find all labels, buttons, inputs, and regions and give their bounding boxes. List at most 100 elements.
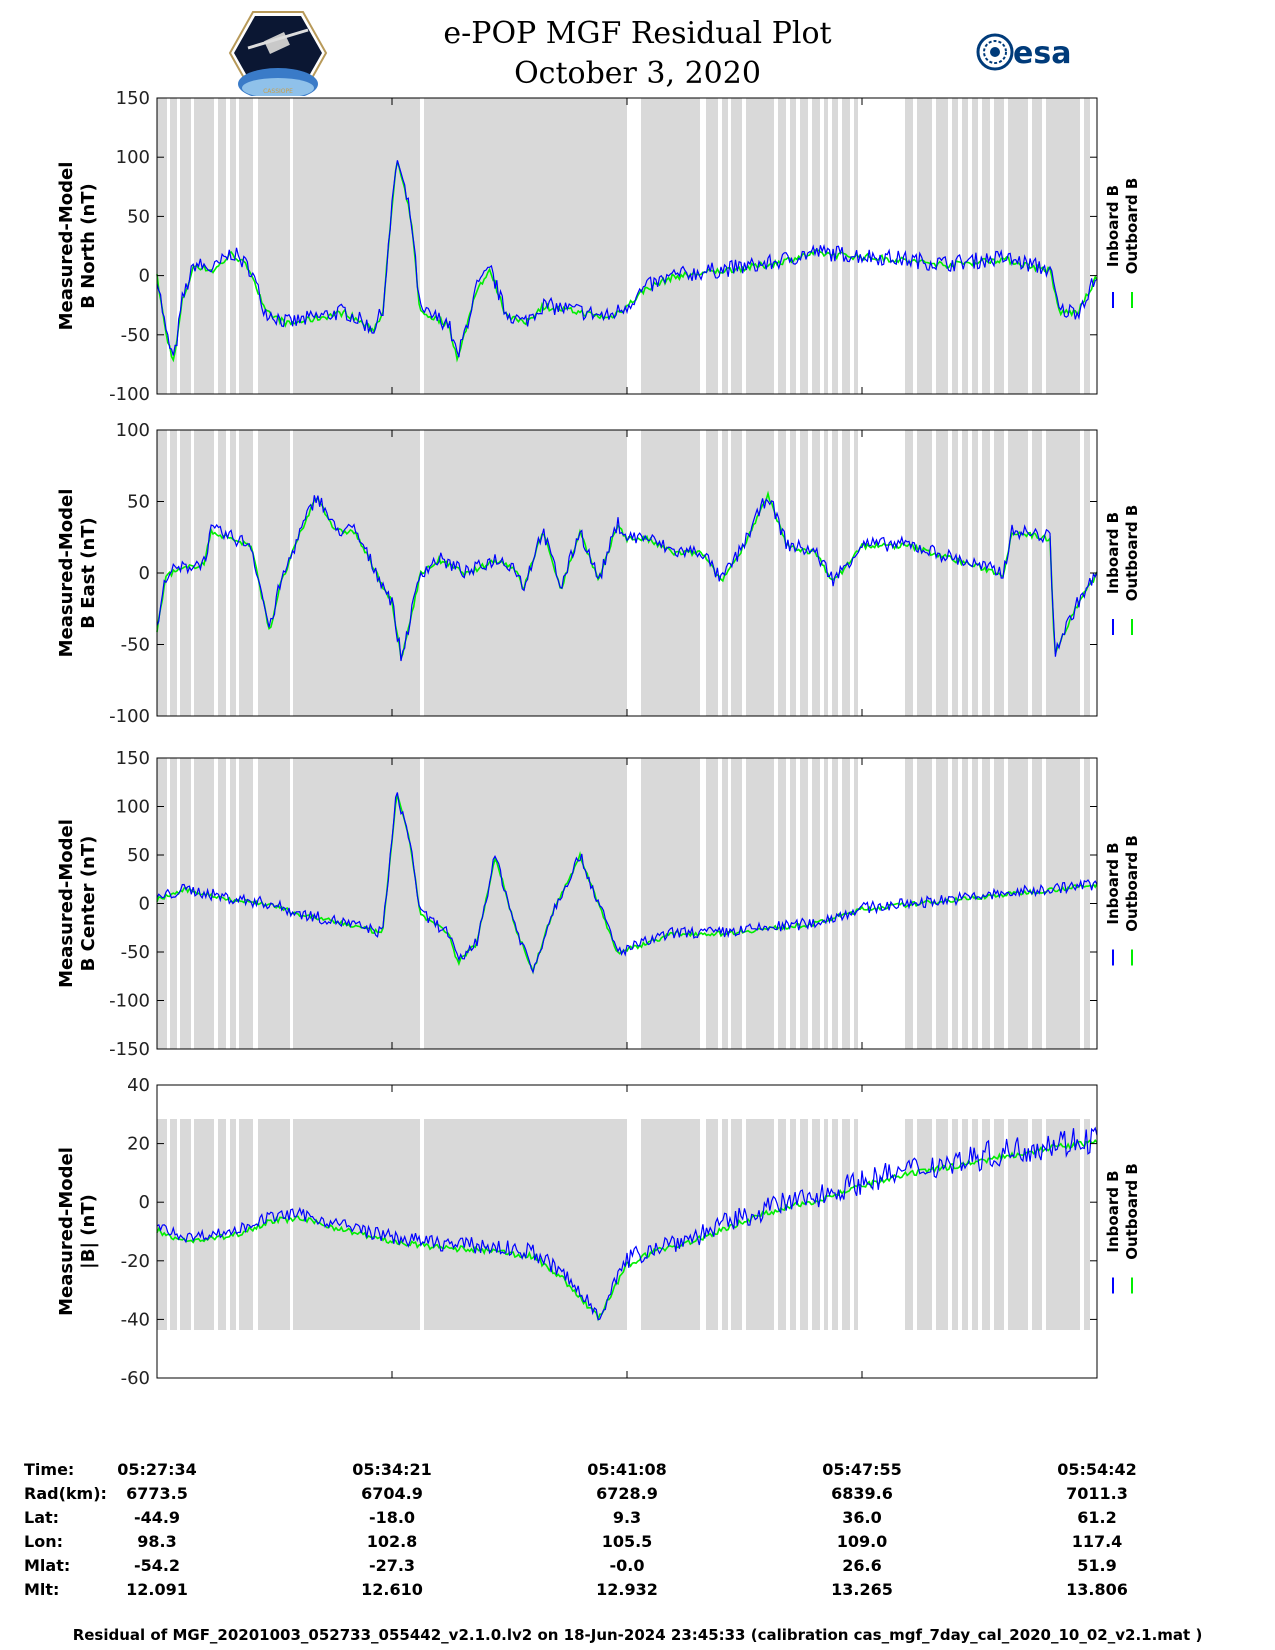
cassiope-logo-text: CASSIOPE	[263, 88, 293, 95]
data-gap-shading	[812, 98, 820, 394]
inboard-b-trace	[156, 792, 1098, 974]
ephemeris-label: Lat:	[24, 1508, 60, 1527]
y-axis-label-line: Measured-Model	[56, 819, 77, 988]
data-gap-shading	[994, 758, 1004, 1049]
ephemeris-row: Mlat: -54.2 -27.3 -0.0 26.6 51.9	[0, 1556, 1275, 1580]
data-gap-shading	[170, 98, 177, 394]
inboard-b-trace	[156, 495, 1098, 662]
data-gap-shading	[706, 758, 718, 1049]
data-gap-shading	[706, 430, 718, 716]
data-gap-shading	[917, 430, 932, 716]
ephemeris-value: 61.2	[1077, 1508, 1117, 1527]
data-gap-shading	[180, 98, 191, 394]
y-tick-label: 100	[116, 797, 150, 818]
data-gap-shading	[778, 1119, 786, 1330]
legend-outboard-label: Outboard B	[1123, 1163, 1141, 1260]
data-gap-shading	[936, 1119, 948, 1330]
data-gap-shading	[746, 98, 774, 394]
ephemeris-value: -54.2	[133, 1556, 181, 1575]
y-tick-label: 100	[116, 147, 150, 168]
data-gap-shading	[800, 758, 808, 1049]
ephemeris-value: 13.806	[1066, 1580, 1128, 1599]
data-gap-shading	[982, 1119, 990, 1330]
data-gap-shading	[905, 758, 913, 1049]
data-gap-shading	[641, 758, 700, 1049]
data-gap-shading	[854, 1119, 858, 1330]
data-gap-shading	[854, 758, 858, 1049]
ephemeris-value: 26.6	[842, 1556, 882, 1575]
data-gap-shading	[962, 98, 968, 394]
y-axis-label-line: B East (nT)	[78, 517, 99, 629]
panel-4: 40 20 0 -20 -40 -60 Measured-Model|B| (nT) Inbo…	[56, 1075, 1141, 1389]
data-gap-shading	[1032, 758, 1042, 1049]
data-gap-shading	[180, 1119, 191, 1330]
ephemeris-row: Lon: 98.3 102.8 105.5 109.0 117.4	[0, 1532, 1275, 1556]
data-gap-shading	[972, 758, 978, 1049]
outboard-b-trace	[156, 161, 1098, 363]
data-gap-shading	[731, 758, 742, 1049]
data-gap-shading	[722, 758, 728, 1049]
y-tick-label: 50	[127, 845, 150, 866]
data-gap-shading	[424, 98, 627, 394]
data-gap-shading	[731, 1119, 742, 1330]
y-tick-label: -60	[121, 1368, 150, 1389]
y-tick-label: 50	[127, 206, 150, 227]
data-gap-shading	[952, 758, 958, 1049]
data-gap-shading	[790, 430, 796, 716]
data-gap-shading	[824, 1119, 828, 1330]
data-gap-shading	[936, 98, 948, 394]
data-gap-shading	[746, 430, 774, 716]
inboard-b-trace	[156, 1126, 1098, 1321]
data-gap-shading	[424, 758, 627, 1049]
data-gap-shading	[218, 98, 226, 394]
y-tick-label: -40	[121, 1309, 150, 1330]
data-gap-shading	[230, 1119, 236, 1330]
data-gap-shading	[824, 758, 828, 1049]
ephemeris-label: Mlat:	[24, 1556, 71, 1575]
data-gap-shading	[170, 1119, 177, 1330]
data-gap-shading	[982, 758, 990, 1049]
data-gap-shading	[1008, 430, 1028, 716]
data-gap-shading	[952, 98, 958, 394]
data-gap-shading	[230, 98, 236, 394]
y-tick-label: -50	[121, 942, 150, 963]
y-axis-label-line: B Center (nT)	[78, 836, 99, 972]
data-gap-shading	[1008, 98, 1028, 394]
data-gap-shading	[778, 758, 786, 1049]
data-gap-shading	[293, 430, 420, 716]
data-gap-shading	[1008, 1119, 1028, 1330]
y-tick-label: -150	[109, 1039, 150, 1060]
y-tick-label: 20	[127, 1134, 150, 1155]
data-gap-shading	[1084, 98, 1090, 394]
inboard-b-trace	[156, 160, 1098, 358]
data-gap-shading	[812, 758, 820, 1049]
esa-logo-icon: esa	[976, 33, 1071, 71]
data-gap-shading	[293, 98, 420, 394]
y-axis-label-line: B North (nT)	[78, 183, 99, 309]
data-gap-shading	[778, 430, 786, 716]
data-gap-shading	[1032, 98, 1042, 394]
data-gap-shading	[917, 98, 932, 394]
y-axis-label: Measured-Model|B| (nT)	[56, 1147, 99, 1316]
ephemeris-row: Time: 05:27:34 05:34:21 05:41:08 05:47:55 05:…	[0, 1460, 1275, 1484]
legend-inboard-label: Inboard B	[1104, 512, 1122, 594]
data-gap-shading	[917, 1119, 932, 1330]
ephemeris-value: 102.8	[366, 1532, 418, 1551]
legend-outboard-label: Outboard B	[1123, 178, 1141, 275]
ephemeris-value: 12.932	[596, 1580, 658, 1599]
title-line-1: e-POP MGF Residual Plot	[443, 16, 832, 51]
data-gap-shading	[800, 1119, 808, 1330]
data-gap-shading	[194, 758, 214, 1049]
y-tick-label: -50	[121, 325, 150, 346]
data-gap-shading	[790, 758, 796, 1049]
ephemeris-table: Time: 05:27:34 05:34:21 05:41:08 05:47:55 05:…	[0, 1460, 1275, 1620]
data-gap-shading	[194, 430, 214, 716]
y-axis-label: Measured-ModelB North (nT)	[56, 162, 99, 331]
data-gap-shading	[157, 98, 167, 394]
y-tick-label: 150	[116, 88, 150, 109]
esa-logo-text: esa	[1013, 36, 1071, 71]
data-gap-shading	[258, 430, 290, 716]
data-gap-shading	[800, 98, 808, 394]
ephemeris-row: Mlt: 12.091 12.610 12.932 13.265 13.806	[0, 1580, 1275, 1604]
